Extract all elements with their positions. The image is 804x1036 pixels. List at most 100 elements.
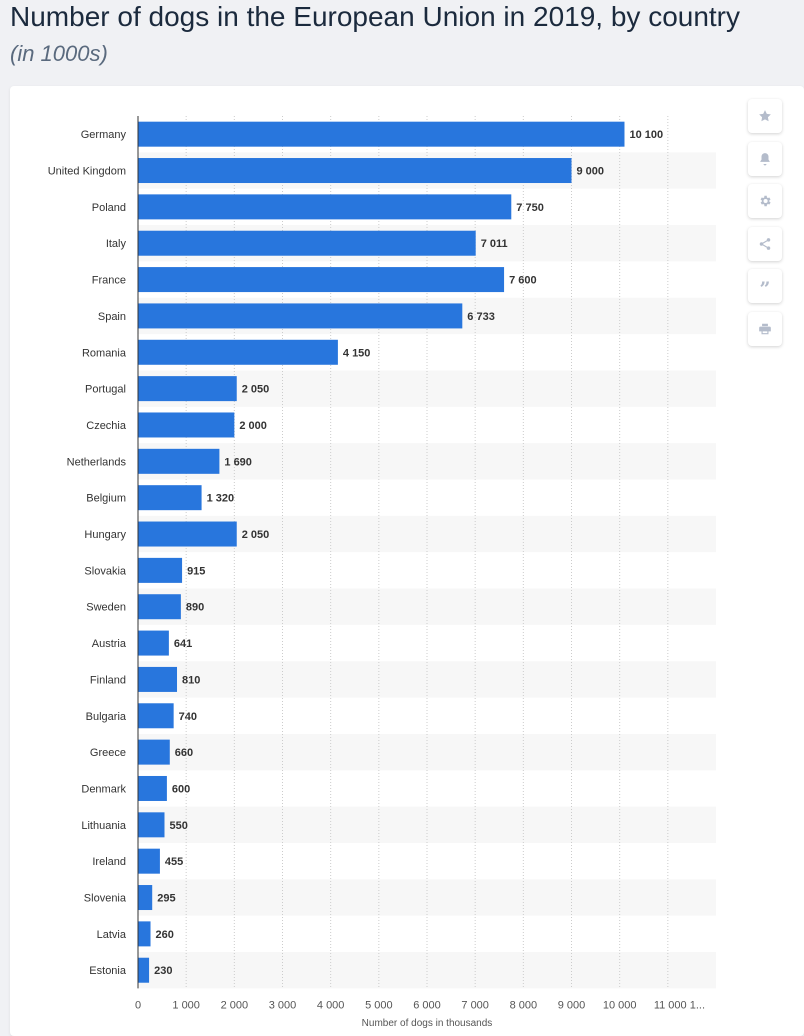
category-label: Slovenia bbox=[84, 893, 127, 905]
value-label: 9 000 bbox=[577, 166, 605, 178]
bar bbox=[138, 521, 237, 547]
value-label: 10 100 bbox=[629, 129, 663, 141]
category-label: Germany bbox=[81, 129, 127, 141]
value-label: 260 bbox=[156, 929, 174, 941]
category-label: Greece bbox=[90, 747, 126, 759]
value-label: 641 bbox=[174, 638, 192, 650]
category-label: Netherlands bbox=[67, 456, 127, 468]
settings-button[interactable] bbox=[748, 184, 782, 218]
category-label: Lithuania bbox=[81, 820, 127, 832]
star-icon bbox=[759, 110, 771, 122]
cite-button[interactable]: ” bbox=[748, 269, 782, 303]
category-label: Czechia bbox=[86, 420, 127, 432]
gear-icon bbox=[760, 195, 771, 207]
bell-icon bbox=[760, 152, 770, 165]
category-label: Italy bbox=[106, 238, 127, 250]
category-label: France bbox=[92, 275, 126, 287]
bar bbox=[138, 885, 153, 911]
row-stripe bbox=[138, 588, 716, 625]
x-tick-label: 8 000 bbox=[510, 999, 538, 1011]
x-tick-label: 10 000 bbox=[603, 999, 637, 1011]
value-label: 1 320 bbox=[207, 493, 235, 505]
value-label: 7 600 bbox=[509, 275, 537, 287]
value-label: 2 050 bbox=[242, 384, 270, 396]
row-stripe bbox=[138, 879, 716, 916]
bar bbox=[138, 812, 165, 838]
value-label: 810 bbox=[182, 674, 200, 686]
quote-icon: ” bbox=[759, 277, 771, 300]
chart-toolbar: ” bbox=[748, 99, 782, 354]
bar bbox=[138, 339, 338, 365]
print-button[interactable] bbox=[748, 311, 782, 346]
bar bbox=[138, 194, 512, 220]
bar bbox=[138, 666, 178, 692]
value-label: 7 750 bbox=[516, 202, 544, 214]
bar bbox=[138, 630, 169, 656]
bar bbox=[138, 376, 237, 402]
value-label: 600 bbox=[172, 783, 190, 795]
x-tick-label: 1 000 bbox=[172, 999, 200, 1011]
bar bbox=[138, 485, 202, 511]
category-label: Ireland bbox=[92, 856, 126, 868]
bar bbox=[138, 230, 476, 256]
value-label: 2 000 bbox=[239, 420, 267, 432]
bar bbox=[138, 775, 167, 801]
value-label: 7 011 bbox=[481, 238, 508, 250]
value-label: 455 bbox=[165, 856, 183, 868]
category-label: Hungary bbox=[84, 529, 126, 541]
category-label: Estonia bbox=[89, 965, 127, 977]
bar bbox=[138, 158, 572, 184]
category-label: Belgium bbox=[86, 493, 126, 505]
value-label: 4 150 bbox=[343, 347, 371, 359]
value-label: 550 bbox=[169, 820, 187, 832]
bar-chart: Germany United Kingdom Poland Italy France Sp… bbox=[48, 116, 716, 1029]
x-tick-label: 11 000 1... bbox=[654, 999, 705, 1011]
bar bbox=[138, 557, 183, 583]
x-tick-label: 4 000 bbox=[317, 999, 345, 1011]
category-label: Bulgaria bbox=[86, 711, 127, 723]
value-label: 230 bbox=[154, 965, 172, 977]
bar bbox=[138, 448, 220, 474]
x-tick-label: 0 bbox=[135, 999, 141, 1011]
category-label: United Kingdom bbox=[48, 166, 126, 178]
bar bbox=[138, 739, 170, 765]
category-label: Portugal bbox=[85, 384, 126, 396]
x-tick-label: 3 000 bbox=[269, 999, 297, 1011]
bar bbox=[138, 848, 160, 874]
bar bbox=[138, 703, 174, 729]
x-tick-label: 2 000 bbox=[221, 999, 249, 1011]
row-stripe bbox=[138, 952, 716, 989]
bar bbox=[138, 921, 151, 947]
bar bbox=[138, 412, 235, 438]
x-tick-label: 7 000 bbox=[461, 999, 489, 1011]
value-label: 660 bbox=[175, 747, 193, 759]
bar bbox=[138, 267, 505, 293]
page-title: Number of dogs in the European Union in … bbox=[10, 1, 741, 32]
chart-card: Germany United Kingdom Poland Italy France Sp… bbox=[10, 86, 804, 1036]
category-label: Austria bbox=[92, 638, 127, 650]
page-subtitle: (in 1000s) bbox=[10, 41, 108, 66]
value-label: 295 bbox=[157, 893, 175, 905]
category-label: Finland bbox=[90, 674, 126, 686]
category-label: Sweden bbox=[86, 602, 126, 614]
category-label: Denmark bbox=[81, 783, 126, 795]
value-label: 2 050 bbox=[242, 529, 270, 541]
bar bbox=[138, 303, 463, 329]
value-label: 915 bbox=[187, 565, 205, 577]
bar bbox=[138, 594, 181, 620]
row-stripe bbox=[138, 661, 716, 698]
category-label: Spain bbox=[98, 311, 126, 323]
share-button[interactable] bbox=[748, 226, 782, 261]
value-label: 1 690 bbox=[224, 456, 252, 468]
notify-button[interactable] bbox=[748, 141, 782, 176]
category-label: Romania bbox=[82, 347, 127, 359]
x-tick-label: 9 000 bbox=[558, 999, 586, 1011]
x-tick-label: 5 000 bbox=[365, 999, 393, 1011]
share-icon bbox=[759, 237, 771, 250]
value-label: 740 bbox=[179, 711, 197, 723]
category-label: Slovakia bbox=[84, 565, 126, 577]
x-axis-title: Number of dogs in thousands bbox=[362, 1018, 493, 1029]
category-label: Poland bbox=[92, 202, 126, 214]
favorite-button[interactable] bbox=[748, 99, 782, 133]
value-label: 890 bbox=[186, 602, 204, 614]
